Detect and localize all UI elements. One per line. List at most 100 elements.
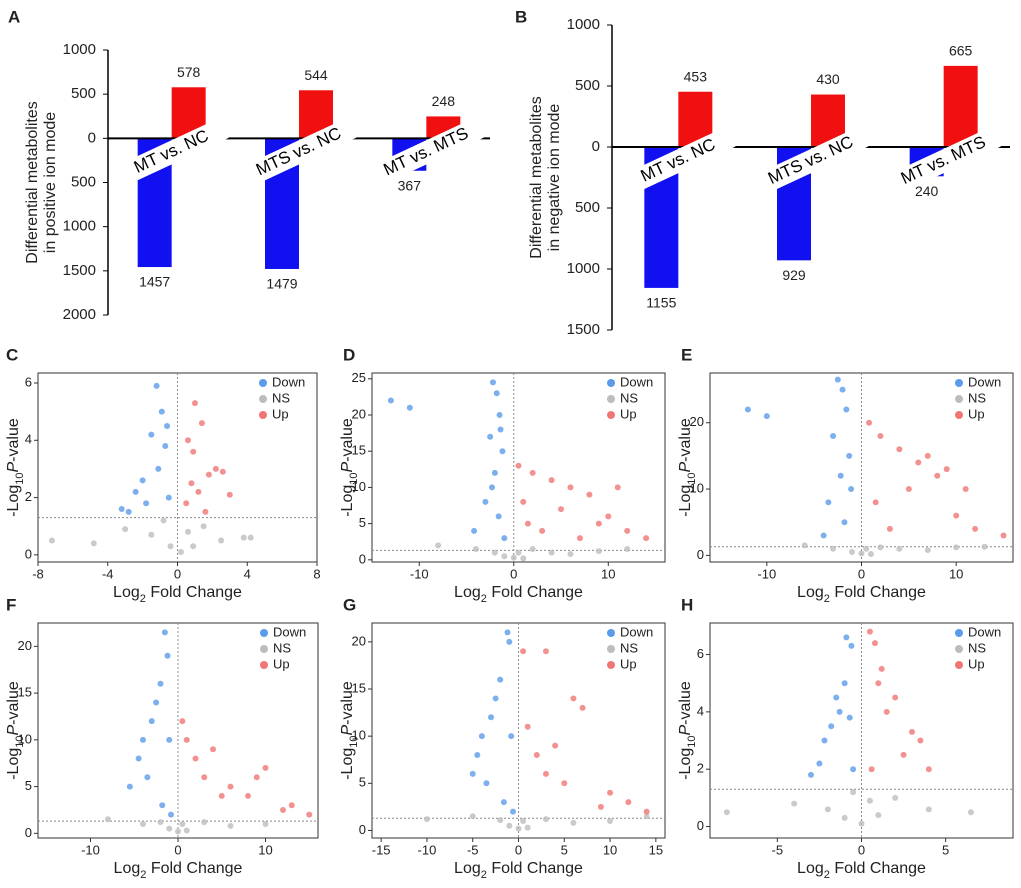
point: [140, 820, 146, 827]
point: [478, 733, 485, 740]
point: [166, 736, 173, 743]
point: [510, 554, 517, 561]
point: [218, 537, 225, 544]
x-axis-label-part: Fold Change: [830, 860, 926, 877]
point: [833, 694, 840, 701]
point: [877, 433, 884, 439]
point: [472, 545, 479, 552]
point: [605, 513, 612, 520]
point: [488, 714, 495, 721]
point: [925, 806, 932, 813]
y-axis-label-part: 10: [348, 472, 360, 484]
point: [872, 499, 879, 506]
x-tick-label: 0: [858, 566, 865, 581]
legend-swatch: [607, 411, 615, 419]
point: [105, 816, 111, 823]
point: [883, 708, 890, 715]
category-label-bg: [369, 117, 484, 187]
point: [915, 459, 922, 466]
point: [614, 484, 621, 491]
point: [501, 553, 508, 560]
legend-label: NS: [968, 640, 986, 655]
y-axis-label-part: -Log: [339, 748, 356, 780]
x-axis-label-part: Log: [797, 860, 824, 877]
point: [48, 537, 55, 544]
point: [866, 419, 873, 426]
point: [212, 465, 219, 472]
point: [825, 499, 832, 506]
panel-letter: C: [6, 345, 18, 364]
x-axis-label-part: Log: [114, 860, 141, 877]
point: [183, 827, 190, 834]
point: [510, 808, 517, 815]
bar-value-label: 665: [949, 43, 973, 59]
bar-value-label: 430: [816, 71, 840, 87]
x-tick-label: 5: [942, 842, 949, 857]
y-tick-label: 1000: [567, 16, 600, 33]
point: [892, 694, 899, 701]
point: [624, 527, 631, 534]
y-tick-label: 500: [575, 199, 600, 216]
point: [288, 802, 295, 809]
x-tick-label: -10: [81, 842, 100, 857]
point: [607, 818, 614, 825]
legend-label: Down: [272, 374, 305, 389]
point: [177, 548, 184, 555]
point: [866, 797, 873, 804]
point: [561, 780, 568, 787]
y-tick-label: 20: [18, 638, 32, 653]
point: [167, 543, 174, 550]
point: [183, 736, 190, 743]
y-axis-label-part: 10: [348, 735, 360, 747]
y-axis-label-part: -value: [677, 418, 694, 462]
bar: [943, 65, 978, 147]
point: [205, 471, 212, 478]
point: [482, 498, 489, 505]
point: [524, 723, 531, 730]
point: [148, 431, 155, 438]
point: [820, 532, 827, 539]
y-tick-label: 15: [18, 685, 32, 700]
y-tick-label: 0: [592, 138, 600, 155]
y-axis-label-part: -Log: [339, 485, 356, 517]
point: [892, 794, 899, 801]
point: [866, 628, 873, 635]
point: [179, 820, 186, 827]
point: [848, 486, 855, 493]
point: [201, 819, 208, 826]
point: [202, 508, 209, 515]
y-tick-label: 10: [18, 731, 32, 746]
x-tick-label: -5: [467, 842, 479, 857]
x-axis-label-part: 2: [140, 869, 146, 881]
x-axis-label-part: 2: [824, 593, 830, 605]
point: [567, 551, 574, 558]
x-tick-label: 10: [601, 566, 615, 581]
point: [179, 718, 186, 725]
x-tick-label: -10: [418, 842, 437, 857]
point: [849, 549, 856, 556]
point: [489, 379, 496, 386]
bar-value-label: 367: [398, 177, 422, 193]
point: [148, 531, 155, 538]
y-axis-label-part: -value: [677, 681, 694, 725]
x-tick-label: -10: [757, 566, 776, 581]
x-axis-label-part: Fold Change: [487, 584, 583, 601]
point: [508, 733, 515, 740]
y-axis-label: in negative ion mode: [546, 104, 563, 252]
point: [262, 764, 269, 771]
y-axis-label-part: P: [677, 461, 694, 472]
point: [595, 548, 602, 555]
panel-letter: G: [343, 595, 356, 614]
y-tick-label: 0: [25, 546, 32, 561]
point: [763, 413, 770, 420]
panel-letter: H: [681, 595, 693, 614]
x-axis-label-part: Fold Change: [830, 584, 926, 601]
point: [558, 506, 565, 513]
legend-swatch: [955, 411, 963, 419]
bar-value-label: 248: [432, 93, 456, 109]
point: [253, 774, 260, 781]
point: [218, 792, 225, 799]
point: [184, 528, 191, 535]
y-axis-label-part: -Log: [5, 485, 22, 517]
y-axis-label-part: -value: [339, 418, 356, 462]
